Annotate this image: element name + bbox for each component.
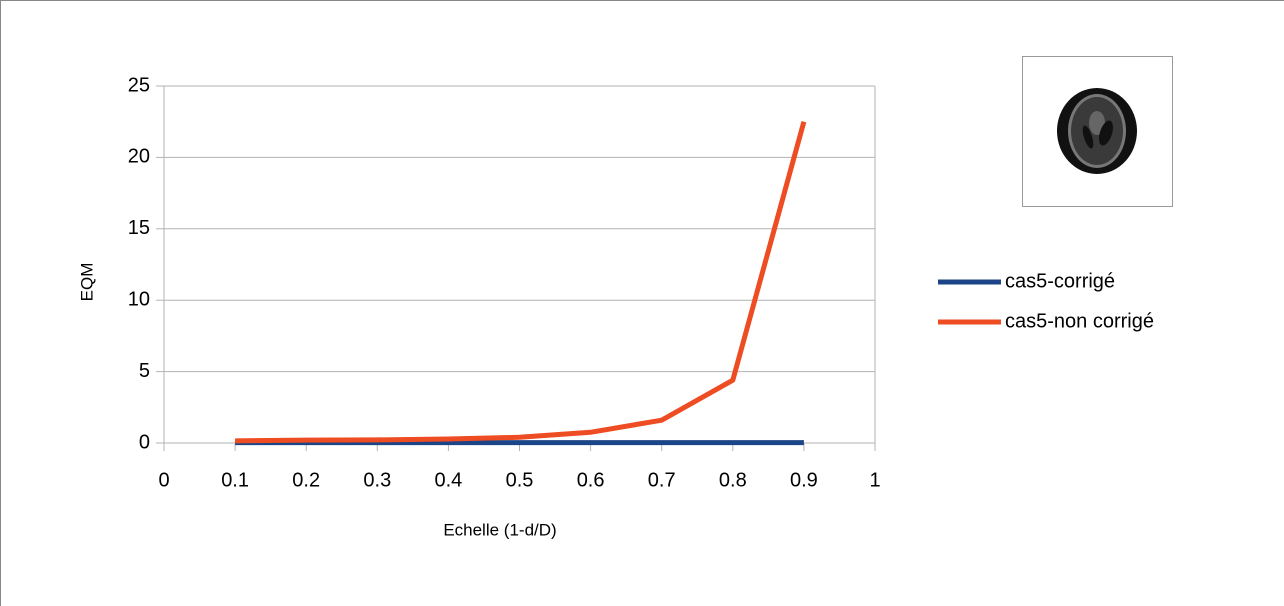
x-tick-label: 0.4 <box>434 469 462 491</box>
x-axis-label: Echelle (1-d/D) <box>443 520 556 539</box>
x-tick-label: 0 <box>158 469 169 491</box>
y-tick-label: 5 <box>139 360 150 382</box>
x-tick-label: 0.2 <box>292 469 320 491</box>
x-tick-label: 0.5 <box>506 469 534 491</box>
y-tick-label: 10 <box>128 288 150 310</box>
y-axis-label: EQM <box>77 263 96 302</box>
x-tick-label: 1 <box>869 469 880 491</box>
x-tick-label: 0.9 <box>790 469 818 491</box>
x-tick-label: 0.6 <box>577 469 605 491</box>
legend-label: cas5-non corrigé <box>1005 310 1154 332</box>
y-tick-label: 0 <box>139 431 150 453</box>
y-tick-label: 15 <box>128 217 150 239</box>
x-tick-label: 0.3 <box>363 469 391 491</box>
x-tick-label: 0.1 <box>221 469 249 491</box>
thumbnail <box>1022 56 1173 207</box>
y-tick-label: 25 <box>128 74 150 96</box>
series-line <box>235 121 807 444</box>
legend-label: cas5-corrigé <box>1005 270 1115 292</box>
x-tick-label: 0.8 <box>719 469 747 491</box>
y-tick-label: 20 <box>128 146 150 168</box>
x-tick-label: 0.7 <box>648 469 676 491</box>
